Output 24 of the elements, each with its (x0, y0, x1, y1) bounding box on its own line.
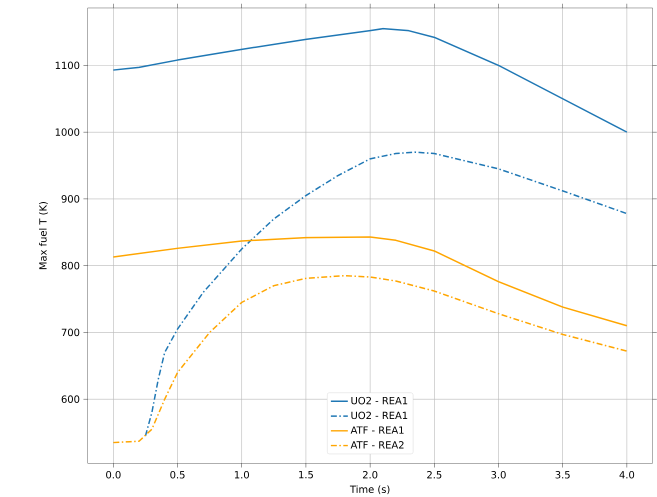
y-axis-title: Max fuel T (K) (39, 202, 48, 269)
y-tick-label: 1100 (56, 61, 80, 69)
line-series (112, 28, 628, 133)
legend-label: UO2 - REA1 (351, 411, 408, 419)
legend-label: ATF - REA2 (350, 440, 404, 448)
x-tick-label: 1.0 (234, 470, 249, 478)
x-tick-label: 0.5 (170, 470, 185, 478)
x-tick-label: 2.0 (362, 470, 378, 478)
x-axis-title: Time (s) (350, 485, 390, 494)
x-tick-label: 4.0 (619, 470, 634, 478)
y-tick-label: 1000 (56, 128, 80, 136)
y-tick-label: 900 (62, 194, 80, 202)
x-tick-label: 0.0 (106, 470, 121, 478)
legend-label: UO2 - REA1 (351, 396, 408, 404)
legend-label: ATF - REA1 (350, 426, 404, 434)
x-tick-label: 1.5 (299, 470, 313, 478)
y-tick-label: 700 (62, 328, 80, 336)
line-series (144, 151, 628, 436)
x-tick-label: 2.5 (427, 470, 442, 478)
y-tick-label: 800 (62, 262, 80, 270)
x-tick-label: 3.5 (556, 470, 570, 478)
line-series (112, 236, 628, 326)
y-tick-label: 600 (62, 395, 80, 403)
x-tick-label: 3.0 (491, 470, 506, 478)
